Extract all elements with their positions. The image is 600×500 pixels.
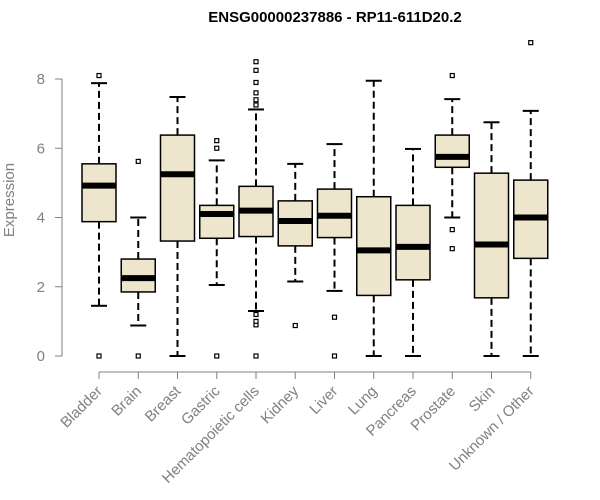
outlier-point <box>253 67 259 73</box>
iqr-box <box>434 134 470 169</box>
outlier-point <box>253 353 259 359</box>
x-tick-label: Liver <box>306 383 341 418</box>
box-brain <box>120 158 156 359</box>
outlier-point <box>449 246 455 252</box>
outlier-point <box>331 314 338 320</box>
box-pancreas <box>395 147 431 357</box>
x-tick-label: Kidney <box>258 382 303 427</box>
outlier-point <box>253 97 259 103</box>
box-liver <box>316 143 353 359</box>
outlier-point <box>214 138 220 144</box>
outlier-point <box>96 72 102 79</box>
x-tick-label: Bladder <box>57 383 106 432</box>
box-skin <box>473 121 510 357</box>
iqr-box <box>356 195 392 297</box>
chart-title: ENSG00000237886 - RP11-611D20.2 <box>208 9 462 26</box>
outlier-point <box>253 102 259 108</box>
outlier-point <box>528 40 534 46</box>
outlier-point <box>253 318 259 324</box>
x-tick-label: Lung <box>345 383 381 419</box>
box-bladder <box>81 72 117 359</box>
outlier-point <box>253 90 259 96</box>
outlier-point <box>331 353 338 359</box>
iqr-box <box>159 134 196 242</box>
iqr-box <box>81 163 117 223</box>
y-tick-label: 4 <box>37 210 45 227</box>
box-unknown-other <box>513 40 549 357</box>
y-tick-label: 0 <box>37 348 45 365</box>
box-lung <box>356 79 392 357</box>
iqr-box <box>395 204 431 281</box>
outlier-point <box>253 311 259 318</box>
y-axis-label: Expression <box>1 163 18 237</box>
box-gastric <box>199 138 235 359</box>
x-tick-label: Brain <box>108 383 145 420</box>
y-tick-label: 8 <box>37 71 45 88</box>
box-prostate <box>434 72 470 252</box>
box-kidney <box>277 162 313 329</box>
outlier-point <box>292 322 298 329</box>
box-hematopoietic-cells <box>238 59 274 359</box>
outlier-point <box>253 59 259 65</box>
outlier-point <box>253 79 259 86</box>
outlier-point <box>214 353 220 359</box>
outlier-point <box>135 353 141 359</box>
y-tick-label: 6 <box>37 140 45 157</box>
outlier-point <box>449 72 455 79</box>
y-tick-label: 2 <box>37 279 45 296</box>
outlier-point <box>135 158 141 165</box>
iqr-box <box>473 172 510 299</box>
box-breast <box>159 96 196 357</box>
outlier-point <box>449 227 455 233</box>
outlier-point <box>214 145 220 151</box>
x-tick-label: Breast <box>142 382 185 425</box>
outlier-point <box>96 353 102 359</box>
x-tick-label: Skin <box>466 383 499 416</box>
iqr-box <box>199 204 235 240</box>
